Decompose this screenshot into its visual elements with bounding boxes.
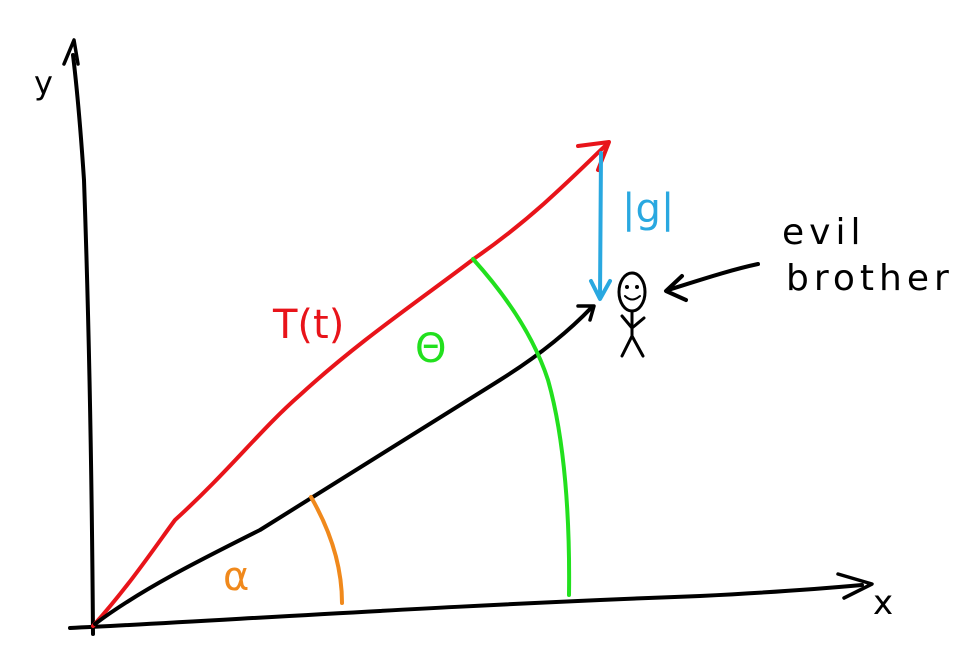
annotation-label-line2: brother (786, 258, 954, 299)
stick-figure-head (617, 271, 647, 313)
annotation-arrowhead (664, 274, 688, 302)
theta-angle: Θ (415, 257, 572, 597)
theta-arc (471, 257, 572, 597)
gravity-label: |g| (622, 186, 674, 232)
gravity-vector: |g| (589, 151, 674, 301)
stick-figure-eye-right (635, 285, 639, 289)
aim-line (93, 305, 594, 626)
alpha-label: α (223, 554, 249, 600)
x-axis-arrowhead (836, 572, 874, 600)
axes: x y (34, 38, 893, 636)
gravity-line (598, 151, 603, 300)
aim-arrowhead (576, 304, 596, 322)
alpha-angle: α (223, 495, 344, 605)
thrust-vector: T(t) (91, 140, 611, 628)
alpha-arc (309, 495, 344, 605)
gravity-arrowhead (589, 279, 612, 301)
y-axis-label: y (34, 64, 53, 102)
annotation-arrow (666, 262, 760, 292)
aim-vector (93, 304, 596, 626)
stick-figure (617, 271, 647, 358)
stick-figure-eye-left (625, 285, 629, 289)
stick-figure-legs (620, 334, 645, 358)
y-axis-arrowhead (62, 38, 80, 66)
y-axis (71, 53, 95, 636)
thrust-line (91, 141, 610, 628)
x-axis-label: x (873, 583, 893, 623)
theta-label: Θ (415, 326, 446, 372)
target-annotation: evil brother (664, 212, 954, 302)
thrust-label: T(t) (272, 302, 344, 348)
annotation-label-line1: evil (782, 212, 865, 253)
stick-figure-arms (620, 314, 646, 330)
x-axis (68, 583, 864, 630)
stick-figure-mouth (624, 295, 641, 301)
